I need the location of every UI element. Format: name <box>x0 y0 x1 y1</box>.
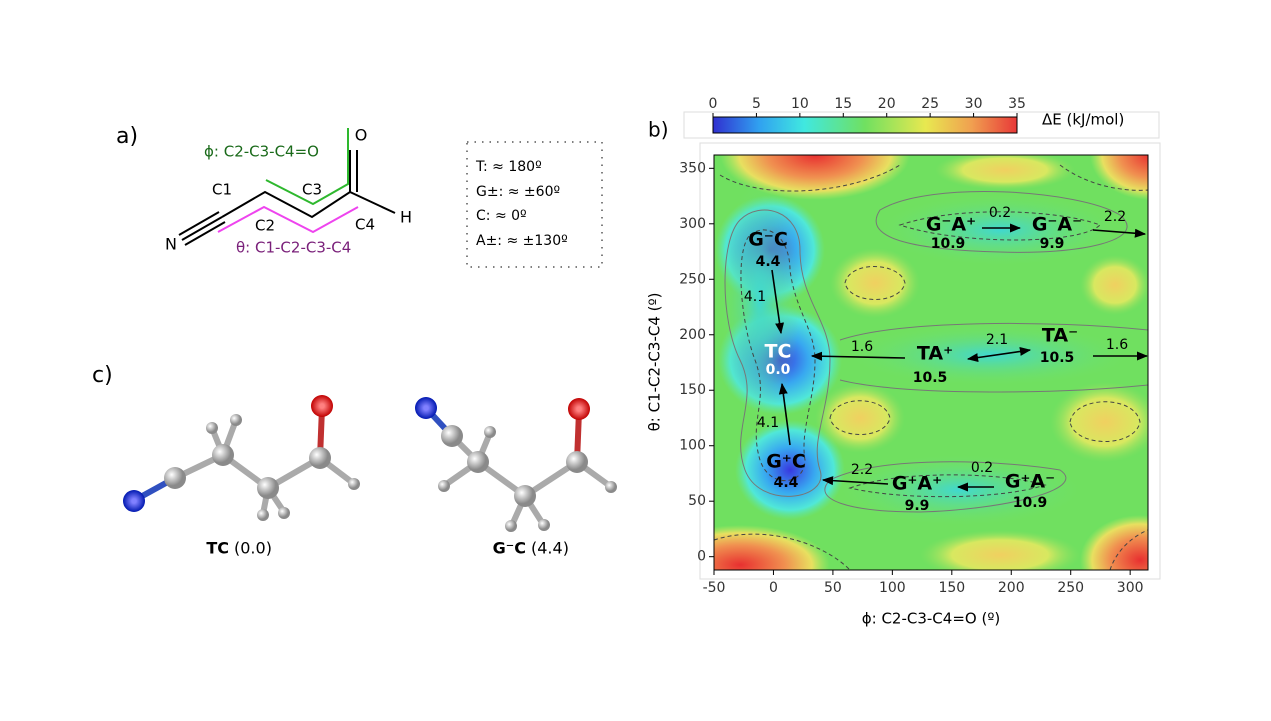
plot-border <box>713 154 1149 571</box>
y-tick-label: 0 <box>697 549 706 565</box>
molecule-name: G⁻C <box>493 539 526 558</box>
state-energy: 10.9 <box>1013 495 1048 511</box>
definitions-box <box>466 141 603 268</box>
barrier: 2.1 <box>986 332 1008 348</box>
state-energy: 10.5 <box>1040 350 1075 366</box>
state-name: G⁻C <box>748 229 788 251</box>
state-name: G⁺A⁺ <box>892 473 942 495</box>
atom-label: C3 <box>302 181 322 199</box>
atom-label: C1 <box>212 181 232 199</box>
colorbar-label: ΔE (kJ/mol) <box>1042 111 1124 129</box>
state-energy: 10.5 <box>913 370 948 386</box>
state-name: TA⁺ <box>917 343 953 365</box>
arrows <box>771 223 1149 492</box>
atom-label: N <box>165 235 177 254</box>
state-name: G⁺A⁻ <box>1005 471 1055 493</box>
x-tick-label: 50 <box>824 580 842 596</box>
x-tick-label: 100 <box>879 580 906 596</box>
colorbar-tick-label: 20 <box>878 96 896 112</box>
x-tick-label: 250 <box>1057 580 1084 596</box>
state-name: G⁻A⁺ <box>926 214 976 236</box>
plot-frame <box>699 142 1161 580</box>
y-tick-label: 100 <box>679 438 706 454</box>
colorbar-tick-label: 35 <box>1008 96 1026 112</box>
definition: G±: ≈ ±60º <box>476 184 560 200</box>
barrier: 2.2 <box>1104 209 1126 225</box>
x-tick-label: -50 <box>703 580 726 596</box>
y-tick-label: 250 <box>679 271 706 287</box>
state-energy: 10.9 <box>931 236 966 252</box>
x-tick-label: 0 <box>769 580 778 596</box>
colorbar-tick-label: 25 <box>921 96 939 112</box>
x-tick-label: 300 <box>1117 580 1144 596</box>
state-name: G⁺C <box>766 451 806 473</box>
state-energy: 4.4 <box>774 475 799 491</box>
panel-a <box>178 128 396 246</box>
state-name: G⁻A⁻ <box>1032 214 1082 236</box>
panel-label: a) <box>116 124 138 149</box>
double-bond <box>349 150 358 192</box>
state-name: TA⁻ <box>1042 325 1078 347</box>
barrier: 4.1 <box>757 415 779 431</box>
colorbar-tick-label: 30 <box>965 96 983 112</box>
definition: A±: ≈ ±130º <box>476 233 568 249</box>
theta-marker <box>217 205 359 234</box>
theta-label: θ: C1-C2-C3-C4 <box>236 239 351 257</box>
atom-label: O <box>355 126 368 145</box>
y-tick-label: 350 <box>679 160 706 176</box>
y-tick-label: 300 <box>679 216 706 232</box>
state-energy: 9.9 <box>1040 236 1065 252</box>
state-energy: 9.9 <box>905 498 930 514</box>
barrier: 4.1 <box>744 289 766 305</box>
atom-label: C4 <box>355 216 375 234</box>
panel-label: c) <box>92 363 113 388</box>
molecule-energy: (0.0) <box>234 539 272 558</box>
bond <box>221 190 396 219</box>
state-energy: 4.4 <box>756 254 781 270</box>
y-tick-label: 50 <box>688 493 706 509</box>
molecule-gc <box>415 397 617 532</box>
state-energy: 0.0 <box>766 362 791 378</box>
y-tick-label: 150 <box>679 382 706 398</box>
energy-surface <box>714 155 1148 570</box>
barrier: 0.2 <box>971 460 993 476</box>
phi-marker <box>265 128 349 206</box>
atom-label: C2 <box>255 217 275 235</box>
x-tick-label: 200 <box>998 580 1025 596</box>
y-axis-label: θ: C1-C2-C3-C4 (º) <box>646 293 664 432</box>
panel-label: b) <box>648 118 669 142</box>
definition: C: ≈ 0º <box>476 208 527 224</box>
phi-label: ϕ: C2-C3-C4=O <box>204 143 319 161</box>
colorbar-tick-label: 10 <box>791 96 809 112</box>
molecule-tc <box>123 395 360 521</box>
colorbar-tick-label: 15 <box>834 96 852 112</box>
state-name: TC <box>765 341 792 363</box>
definition: T: ≈ 180º <box>475 159 542 175</box>
x-tick-label: 150 <box>938 580 965 596</box>
x-axis-label: ϕ: C2-C3-C4=O (º) <box>862 610 1001 628</box>
y-tick-label: 200 <box>679 327 706 343</box>
barrier: 0.2 <box>989 205 1011 221</box>
triple-bond <box>178 211 226 246</box>
colorbar-tick-label: 5 <box>752 96 761 112</box>
atom-label: H <box>400 208 412 227</box>
colorbar-tick-label: 0 <box>709 96 718 112</box>
colorbar <box>712 116 1018 134</box>
barrier: 1.6 <box>1106 337 1128 353</box>
barrier: 2.2 <box>851 462 873 478</box>
molecule-name: TC <box>206 539 229 558</box>
barrier: 1.6 <box>851 339 873 355</box>
molecule-energy: (4.4) <box>531 539 569 558</box>
